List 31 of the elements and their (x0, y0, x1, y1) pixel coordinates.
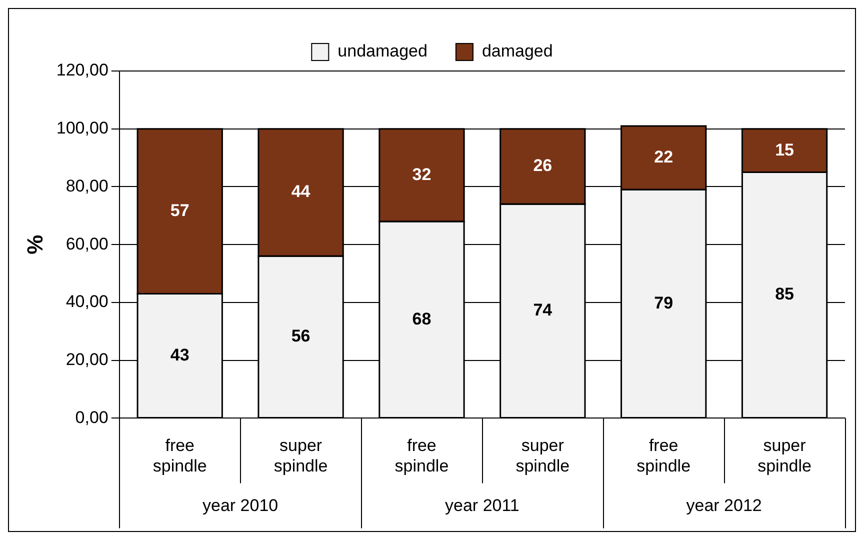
y-tick-label: 20,00 (66, 350, 108, 370)
data-label: 85 (775, 284, 794, 304)
data-label: 44 (291, 182, 311, 202)
legend-label: damaged (482, 42, 553, 61)
x-tick-label: super spindle (758, 436, 812, 476)
x-tick-label: free spindle (394, 436, 449, 476)
text: year 2012 (686, 496, 762, 515)
legend-label: undamaged (338, 42, 428, 61)
data-label: 56 (291, 326, 310, 346)
y-tick-label: 0,00 (75, 408, 108, 427)
data-label: 22 (654, 147, 674, 166)
y-tick-label: 100,00 (56, 118, 108, 138)
data-label: 57 (170, 201, 190, 220)
x-tick-label: super spindle (516, 436, 570, 476)
text: year 2010 (202, 496, 278, 515)
data-label: 74 (533, 300, 553, 320)
y-tick-label: 60,00 (66, 234, 108, 254)
data-label: 43 (170, 345, 190, 364)
data-label: 15 (775, 140, 794, 160)
y-axis-title: % (22, 234, 48, 254)
data-label: 68 (412, 309, 432, 328)
data-label: 79 (654, 293, 674, 312)
data-label: 32 (412, 164, 432, 184)
x-tick-label: super spindle (274, 436, 328, 476)
text: year 2011 (445, 496, 520, 515)
x-tick-label: free spindle (636, 436, 691, 476)
data-label: 26 (533, 156, 552, 176)
y-tick-label: 40,00 (66, 292, 108, 312)
y-tick-label: 120,00 (56, 60, 108, 80)
x-tick-label: free spindle (152, 436, 207, 476)
y-tick-label: 80,00 (66, 176, 108, 196)
